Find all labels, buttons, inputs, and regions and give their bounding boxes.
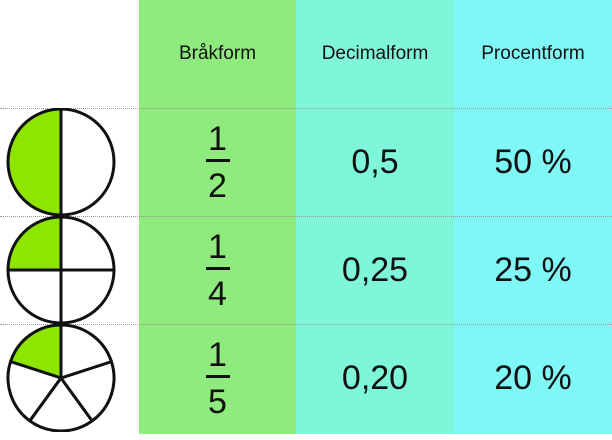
fraction-bar xyxy=(205,266,230,270)
fraction-one-quarter: 1 4 xyxy=(139,216,296,324)
decimal-column xyxy=(296,0,454,434)
percent-column xyxy=(454,0,612,434)
empty-slice xyxy=(28,376,94,432)
empty-slice xyxy=(6,268,63,324)
quarter-circle-diagram xyxy=(6,216,116,324)
empty-slice xyxy=(59,268,116,324)
empty-slice xyxy=(59,216,116,272)
decimal-value: 0,5 xyxy=(351,142,399,181)
fraction-denominator: 4 xyxy=(208,274,227,313)
decimal-value: 0,20 xyxy=(341,358,409,397)
fraction-one-half: 1 2 xyxy=(139,108,296,216)
empty-slice xyxy=(59,360,116,423)
percent-value: 50 % xyxy=(494,142,572,181)
row-divider xyxy=(0,108,612,109)
percent-value: 25 % xyxy=(494,250,572,289)
fraction-numerator: 1 xyxy=(208,227,227,266)
empty-slice xyxy=(59,108,116,216)
empty-slice xyxy=(59,324,113,380)
fifth-circle-diagram xyxy=(6,324,116,432)
shaded-slice xyxy=(6,216,63,272)
fraction-numerator: 1 xyxy=(208,335,227,374)
row-divider xyxy=(0,216,612,217)
fraction-denominator: 5 xyxy=(208,382,227,421)
empty-slice xyxy=(6,360,63,423)
fraction-one-fifth: 1 5 xyxy=(139,324,296,432)
half-circle-diagram xyxy=(6,108,116,216)
row-divider xyxy=(0,324,612,325)
fraction-column xyxy=(139,0,296,434)
fraction-header: Bråkform xyxy=(178,43,257,64)
percent-value: 20 % xyxy=(494,358,572,397)
fraction-bar xyxy=(205,374,230,378)
percent-header: Procentform xyxy=(481,43,585,64)
decimal-value: 0,25 xyxy=(341,250,409,289)
fraction-denominator: 2 xyxy=(208,166,227,205)
fraction-numerator: 1 xyxy=(208,119,227,158)
decimal-header: Decimalform xyxy=(321,43,429,64)
fraction-bar xyxy=(205,158,230,162)
shaded-slice xyxy=(6,108,63,216)
